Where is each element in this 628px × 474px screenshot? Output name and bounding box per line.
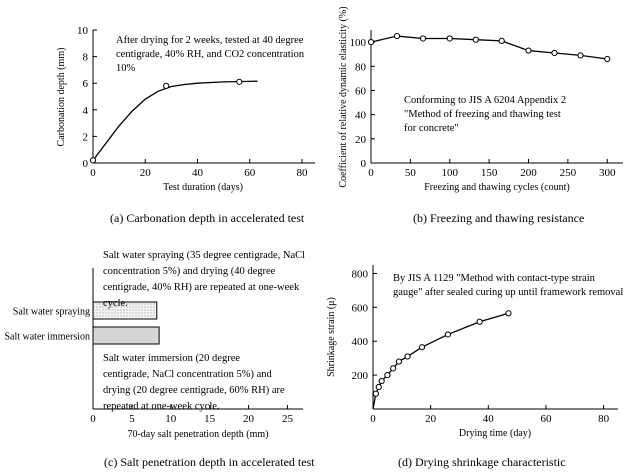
annotation-c: concentration 5%) and drying (40 degree [103,266,276,277]
y-tick-label-b: 80 [355,61,367,73]
x-tick-label-b: 250 [560,167,577,179]
data-point-b [525,47,532,54]
data-point-a [163,82,170,89]
y-tick-label-b: 20 [355,134,367,146]
data-point-b [577,52,584,59]
data-point-d [404,353,411,360]
y-tick-label-a: 2 [83,131,89,143]
data-point-b [604,55,611,63]
y-tick-label-b: 100 [350,37,367,49]
caption-d: (d) Drying shrinkage characteristic [398,455,566,469]
data-point-d [372,390,379,397]
y-tick-label-a: 0 [83,158,89,170]
x-tick-label-d: 80 [598,413,610,425]
y-tick-label-d: 800 [352,268,369,280]
x-tick-label-c: 25 [282,413,294,425]
y-axis-label-b: Coefficient of relative dynamic elastici… [338,6,349,187]
data-point-b [367,38,375,46]
bar-c [92,326,160,345]
bar-c [92,301,158,320]
annotation-c: Salt water immersion (20 degree [103,353,240,364]
caption-b: (b) Freezing and thawing resistance [413,211,584,225]
data-point-d [390,365,397,372]
data-point-b [446,35,453,42]
data-point-b [498,37,505,44]
x-tick-label-b: 300 [599,167,616,179]
caption-a: (a) Carbonation depth in accelerated tes… [110,211,305,225]
y-tick-label-d: 200 [352,370,369,382]
x-tick-label-c: 5 [129,413,135,425]
data-point-b [393,32,401,40]
annotation-a: 10% [116,63,136,74]
x-tick-label-d: 60 [540,413,552,425]
y-tick-label-d: 600 [352,302,369,314]
data-point-d [418,344,426,351]
x-tick-label-c: 15 [204,413,216,425]
x-tick-label-a: 40 [192,167,204,179]
data-point-d [444,331,452,338]
data-point-d [384,372,391,379]
x-tick-label-a: 0 [90,167,96,179]
y-tick-label-a: 10 [77,25,89,37]
category-label-c: Salt water spraying [13,307,90,318]
y-axis-label-d: Shrinkage strain (μ) [326,297,337,377]
annotation-d: By JIS A 1129 "Method with contact-type … [393,273,596,284]
data-point-a [236,78,243,85]
category-label-c: Salt water immersion [4,332,90,343]
annotation-a: After drying for 2 weeks, tested at 40 d… [116,35,304,46]
x-tick-label-c: 0 [90,413,96,425]
x-axis-label-b: Freezing and thawing cycles (count) [424,182,570,193]
annotation-c: drying (20 degree centigrade, 60% RH) ar… [103,385,285,396]
y-tick-label-a: 6 [83,78,89,90]
annotation-b: for concrete" [404,123,459,134]
data-point-a [89,157,97,164]
x-tick-label-b: 100 [442,167,459,179]
x-axis-label-d: Drying time (day) [459,428,531,439]
y-tick-label-a: 8 [83,52,89,64]
x-axis-label-a: Test duration (days) [163,182,243,193]
annotation-c: centigrade, 40% RH) are repeated at one-… [103,282,300,293]
series-line-d [372,312,509,410]
data-point-b [551,49,558,57]
caption-c: (c) Salt penetration depth in accelerate… [104,455,315,469]
y-tick-label-d: 400 [352,336,369,348]
annotation-b: Conforming to JIS A 6204 Appendix 2 [404,95,566,106]
y-tick-label-a: 4 [83,105,89,117]
data-point-d [505,310,512,317]
y-tick-label-b: 60 [355,85,367,97]
data-point-b [419,35,427,42]
annotation-d: gauge" after sealed curing up until fram… [393,287,623,298]
x-tick-label-c: 20 [243,413,255,425]
x-tick-label-a: 80 [296,167,308,179]
x-tick-label-b: 50 [405,167,417,179]
series-line-b [370,35,608,60]
annotation-c: cycle. [103,298,128,309]
y-axis-label-a: Carbonation depth (mm) [56,48,67,147]
data-point-d [476,318,483,325]
data-point-b [472,36,479,43]
x-tick-label-b: 150 [481,167,498,179]
x-tick-label-d: 20 [425,413,437,425]
annotation-a: centigrade, 40% RH, and CO2 concentratio… [116,49,305,60]
series-line-a [92,80,258,161]
data-point-d [395,358,403,365]
annotation-c: Salt water spraying (35 degree centigrad… [103,250,305,261]
annotation-c: repeated at one-week cycle. [103,401,220,412]
y-tick-label-b: 40 [355,110,367,122]
x-tick-label-d: 0 [370,413,376,425]
x-tick-label-d: 40 [483,413,495,425]
x-tick-label-a: 60 [244,167,256,179]
x-tick-label-b: 0 [368,167,374,179]
annotation-b: "Method of freezing and thawing test [404,109,561,120]
x-tick-label-c: 10 [165,413,177,425]
x-axis-label-c: 70-day salt penetration depth (mm) [127,429,268,440]
y-tick-label-b: 0 [361,158,367,170]
x-tick-label-a: 20 [140,167,152,179]
x-tick-label-b: 200 [520,167,537,179]
data-point-d [378,377,385,385]
annotation-c: centigrade, NaCl concentration 5%) and [103,369,273,380]
data-point-d [375,383,382,391]
